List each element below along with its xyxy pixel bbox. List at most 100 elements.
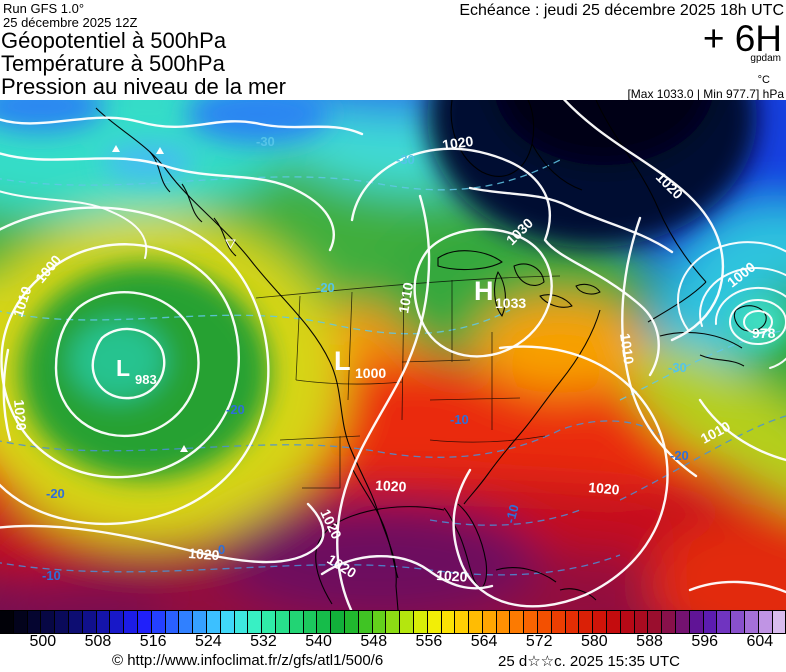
colorbar-cell [620, 611, 635, 633]
colorbar-cell [317, 611, 332, 633]
pressure-label: 978 [752, 325, 776, 341]
colorbar-cell [455, 611, 470, 633]
colorbar-cell [344, 611, 359, 633]
temperature-label: -30 [256, 134, 275, 149]
colorbar-cell [441, 611, 456, 633]
pressure-label: 1020 [588, 479, 621, 498]
pressure-label: 983 [135, 372, 157, 387]
pressure-label: 1020 [441, 133, 474, 153]
colorbar-cell [538, 611, 552, 633]
pressure-label: 1033 [495, 295, 526, 311]
colorbar-cell [593, 611, 608, 633]
colorbar-tick-label: 556 [415, 633, 443, 650]
colorbar-tick-label: 540 [305, 633, 332, 650]
pressure-label: H [474, 276, 494, 306]
colorbar-cell [400, 611, 414, 633]
pressure-minmax: [Max 1033.0 | Min 977.7] hPa [627, 87, 784, 101]
colorbar-cell [165, 611, 180, 633]
colorbar-cell [137, 611, 152, 633]
colorbar-cell [13, 611, 28, 633]
temperature-label: -20 [46, 486, 65, 501]
colorbar-cell [469, 611, 483, 633]
validity-datetime: Echéance : jeudi 25 décembre 2025 18h UT… [459, 2, 784, 19]
temperature-label: -20 [226, 402, 245, 417]
colorbar-tick-label: 500 [29, 633, 57, 650]
pressure-label: 1020 [188, 545, 220, 563]
colorbar-cell [717, 611, 732, 633]
temperature-label: -10 [450, 412, 469, 427]
param-pressure: Pression au niveau de la mer [1, 74, 286, 99]
pressure-label: 1010 [617, 332, 637, 365]
generation-time: 25 d☆☆c. 2025 15:35 UTC [498, 653, 680, 670]
colorbar-cell [676, 611, 690, 633]
colorbar-cell [358, 611, 373, 633]
pressure-label: L [334, 346, 351, 376]
colorbar-tick-label: 508 [84, 633, 112, 650]
colorbar-cell [262, 611, 276, 633]
run-model: Run GFS 1.0° [3, 1, 85, 16]
colorbar-cell [151, 611, 166, 633]
colorbar-tick-label: 532 [250, 633, 277, 650]
colorbar-tick-label: 580 [581, 633, 608, 650]
colorbar-cell [234, 611, 249, 633]
colorbar [0, 610, 786, 634]
colorbar-cell [68, 611, 83, 633]
param-geopotential: Géopotentiel à 500hPa [1, 28, 227, 53]
forecast-step: + 6H [702, 18, 782, 59]
state-borders [255, 275, 561, 489]
colorbar-cell [745, 611, 759, 633]
colorbar-tick-label: 604 [746, 633, 774, 650]
colorbar-cell [41, 611, 56, 633]
param-temperature: Température à 500hPa [1, 51, 225, 76]
temperature-label: -20 [316, 280, 335, 295]
colorbar-cell [193, 611, 207, 633]
colorbar-cell [413, 611, 428, 633]
colorbar-cell [565, 611, 580, 633]
temperature-label: -30 [668, 360, 687, 375]
colorbar-cell [179, 611, 194, 633]
colorbar-cell [96, 611, 111, 633]
unit-gpdam: gpdam [750, 53, 781, 64]
colorbar-ticks: 500 508 516 524 532 540 548 556 564 572 580 588 596 6… [0, 633, 786, 652]
colorbar-cell [303, 611, 318, 633]
colorbar-cell [331, 611, 345, 633]
colorbar-cell [275, 611, 290, 633]
colorbar-cell [662, 611, 677, 633]
colorbar-cell [731, 611, 746, 633]
colorbar-cell [206, 611, 221, 633]
colorbar-cell [524, 611, 539, 633]
header: Run GFS 1.0° 25 décembre 2025 12Z Géopot… [0, 0, 786, 101]
colorbar-cell [386, 611, 401, 633]
temperature-label: -10 [42, 568, 61, 583]
footer: © http://www.infoclimat.fr/z/gfs/atl1/50… [0, 651, 786, 672]
temperature-label: 0 [218, 542, 225, 557]
colorbar-cell [124, 611, 138, 633]
colorbar-cell [551, 611, 566, 633]
colorbar-cell [772, 611, 786, 633]
temperature-label: -10 [502, 503, 521, 525]
colorbar-cell [427, 611, 442, 633]
colorbar-tick-label: 588 [636, 633, 663, 650]
colorbar-cell [689, 611, 704, 633]
pressure-label: 1020 [436, 567, 468, 585]
pressure-label: 1010 [395, 281, 416, 315]
colorbar-cell [248, 611, 263, 633]
colorbar-cell [289, 611, 304, 633]
colorbar-tick-label: 548 [360, 633, 388, 650]
colorbar-tick-label: 596 [691, 633, 719, 650]
colorbar-tick-label: 524 [194, 633, 222, 650]
colorbar-cell [634, 611, 649, 633]
colorbar-cell [55, 611, 69, 633]
colorbar-cell [703, 611, 718, 633]
colorbar-cell [648, 611, 663, 633]
pressure-label: 1000 [355, 365, 386, 381]
colorbar-cell [510, 611, 525, 633]
colorbar-cell [110, 611, 125, 633]
pressure-contours [0, 100, 786, 610]
weather-map: 1020 1020 1030 H 1033 L 1000 L 983 978 1000 1010 101… [0, 100, 786, 610]
colorbar-cell [27, 611, 42, 633]
unit-celsius: °C [757, 74, 770, 86]
colorbar-cell [0, 611, 14, 633]
